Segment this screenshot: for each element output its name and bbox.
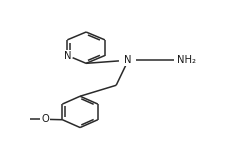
- Text: N: N: [124, 55, 132, 65]
- Text: O: O: [41, 114, 49, 124]
- Text: N: N: [64, 51, 71, 61]
- Text: NH₂: NH₂: [177, 55, 196, 65]
